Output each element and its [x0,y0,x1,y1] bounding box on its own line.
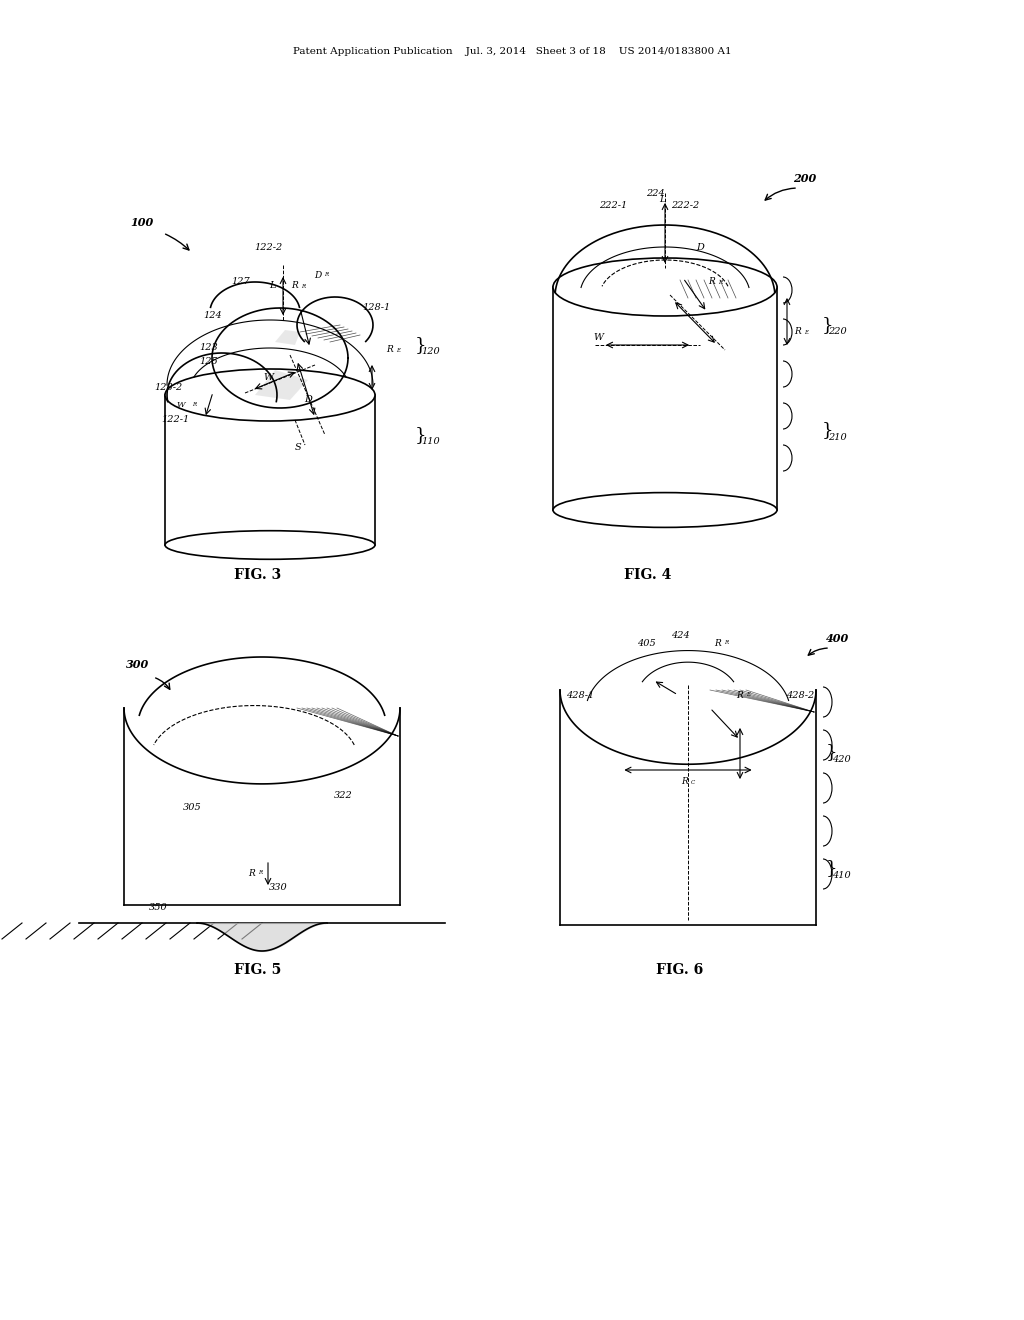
Polygon shape [255,370,308,400]
Text: 128-2: 128-2 [155,384,183,392]
Text: R: R [292,281,298,290]
Text: R: R [258,870,262,875]
Text: D: D [314,271,322,280]
Text: }: } [822,421,834,440]
Text: R: R [724,640,728,645]
Text: 210: 210 [828,433,847,441]
Text: E: E [804,330,808,334]
Text: E: E [746,693,750,697]
Text: 222-1: 222-1 [599,201,627,210]
Text: FIG. 6: FIG. 6 [656,964,703,977]
Text: R: R [715,639,721,648]
Text: R: R [193,403,197,408]
Text: }: } [822,315,834,334]
Text: Patent Application Publication    Jul. 3, 2014   Sheet 3 of 18    US 2014/018380: Patent Application Publication Jul. 3, 2… [293,48,731,57]
Text: W: W [263,372,273,381]
Text: 220: 220 [828,327,847,337]
Text: 305: 305 [182,804,202,813]
Text: }: } [415,337,427,354]
Ellipse shape [165,370,375,421]
Text: }: } [415,426,427,444]
Polygon shape [275,330,300,345]
Text: 222-2: 222-2 [671,201,699,210]
Text: 400: 400 [826,632,850,644]
Text: 428-1: 428-1 [565,690,594,700]
Text: R: R [709,277,716,286]
Text: 125: 125 [200,358,218,367]
Text: 330: 330 [268,883,288,892]
Text: S: S [295,442,301,451]
Text: C: C [691,780,695,784]
Text: 322: 322 [334,791,352,800]
Text: 224: 224 [645,189,665,198]
Text: R: R [324,272,328,277]
Text: E: E [396,347,400,352]
Text: R: R [387,346,393,355]
Ellipse shape [165,531,375,560]
Text: 122-2: 122-2 [254,243,283,252]
Text: 350: 350 [150,903,168,912]
Text: 110: 110 [421,437,439,446]
Text: L: L [658,195,666,205]
Text: R: R [682,777,688,787]
Text: }: } [826,859,838,876]
Text: FIG. 5: FIG. 5 [234,964,282,977]
Text: D: D [304,396,312,404]
Text: 128-1: 128-1 [362,304,390,313]
Text: W: W [176,401,185,409]
Text: 428-2: 428-2 [785,690,814,700]
Text: 424: 424 [671,631,689,640]
Text: }: } [826,743,838,762]
Text: 420: 420 [831,755,851,764]
Text: L: L [268,281,275,290]
Text: 200: 200 [794,173,816,183]
Text: R: R [301,284,305,289]
Text: FIG. 4: FIG. 4 [625,568,672,582]
Ellipse shape [553,492,777,528]
Text: 120: 120 [421,347,439,356]
Text: FIG. 3: FIG. 3 [234,568,282,582]
Text: 300: 300 [126,660,150,671]
Text: R: R [795,327,802,337]
Text: 127: 127 [231,277,250,286]
Text: R: R [718,280,722,285]
Text: 405: 405 [637,639,656,648]
Text: 124: 124 [203,310,222,319]
Text: D: D [696,243,703,252]
Text: 123: 123 [200,343,218,352]
Text: 122-1: 122-1 [162,416,190,425]
Text: W: W [593,334,603,342]
Text: R: R [736,690,743,700]
Text: R: R [249,869,255,878]
Text: 410: 410 [831,870,851,879]
Text: 100: 100 [130,216,154,227]
Ellipse shape [553,257,777,315]
